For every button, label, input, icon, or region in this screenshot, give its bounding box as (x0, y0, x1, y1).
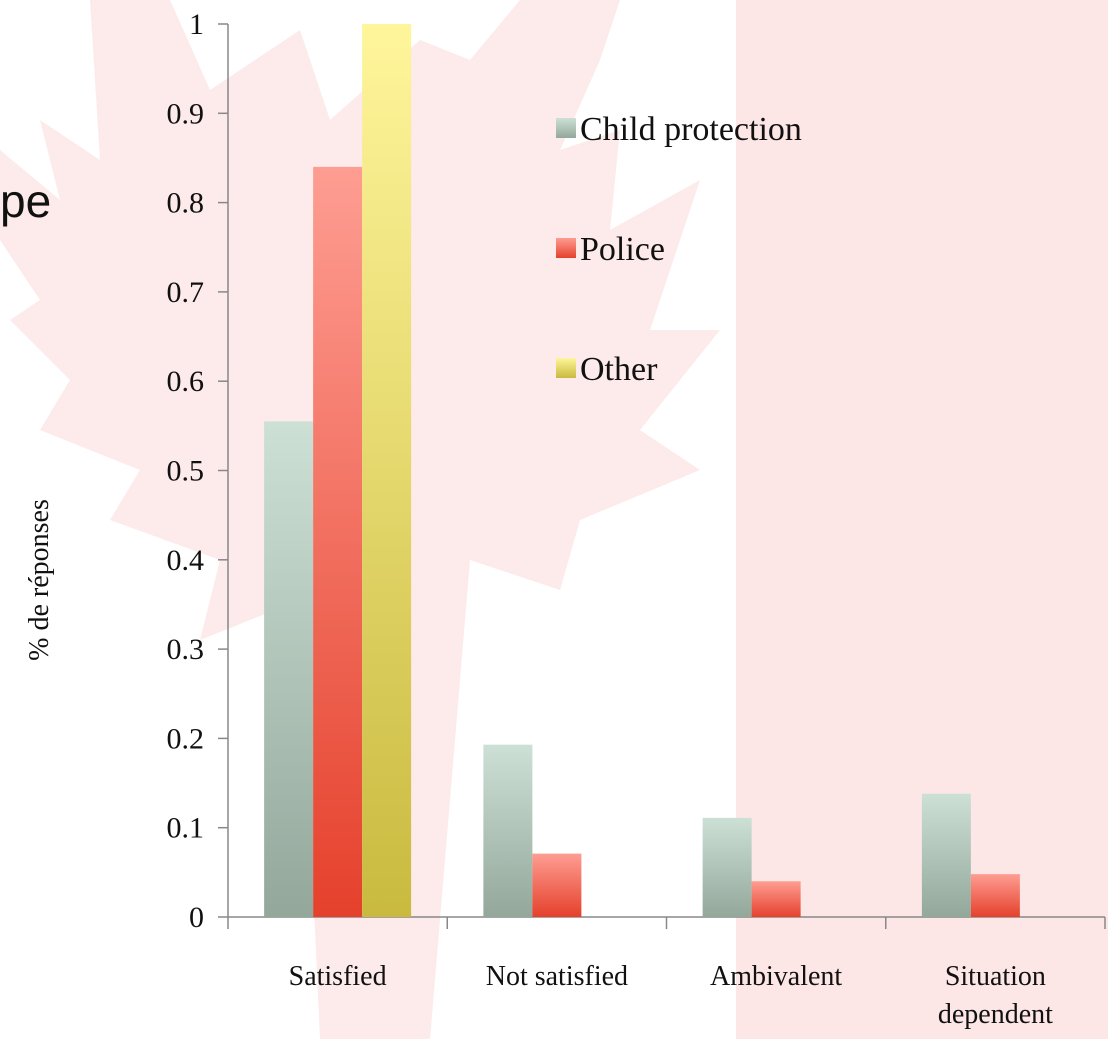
legend-swatch-icon (556, 358, 576, 378)
bar-police (313, 166, 363, 917)
y-tick-label: 0.8 (167, 187, 205, 220)
bar-other (362, 24, 412, 917)
bar-child-protection (921, 793, 971, 917)
y-tick-label: 0.3 (167, 633, 205, 666)
x-tick-label: Situation dependent (938, 961, 1053, 1030)
y-tick-label: 0.4 (167, 544, 205, 577)
y-tick-label: 0.9 (167, 97, 205, 130)
partial-title-text: pe (0, 175, 52, 227)
y-tick-label: 0 (189, 901, 204, 934)
y-axis-label: % de réponses (24, 499, 55, 661)
bar-child-protection (483, 744, 533, 917)
bar-child-protection (264, 421, 314, 917)
bar-police (751, 881, 801, 917)
legend: Child protection Police Other (556, 111, 802, 388)
y-axis: 0 0.1 0.2 0.3 0.4 0.5 0.6 0.7 0.8 0.9 1 (167, 8, 229, 934)
bar-police (532, 853, 582, 917)
y-tick-label: 0.2 (167, 722, 205, 755)
x-tick-label: Not satisfied (486, 961, 628, 992)
legend-label: Child protection (580, 111, 802, 148)
x-tick-label: Ambivalent (710, 961, 842, 992)
bars (264, 24, 1020, 917)
y-tick-label: 1 (189, 8, 204, 41)
y-tick-label: 0.7 (167, 276, 205, 309)
x-axis: Satisfied Not satisfied Ambivalent Situatio… (227, 916, 1106, 1030)
x-tick-label: Satisfied (289, 961, 387, 992)
legend-swatch-icon (556, 238, 576, 258)
y-tick-label: 0.1 (167, 812, 205, 845)
legend-label: Police (580, 231, 665, 268)
y-tick-label: 0.6 (167, 365, 205, 398)
legend-swatch-icon (556, 118, 576, 138)
bar-child-protection (702, 817, 752, 917)
bar-police (970, 874, 1020, 917)
legend-label: Other (580, 351, 658, 388)
y-tick-label: 0.5 (167, 455, 205, 488)
